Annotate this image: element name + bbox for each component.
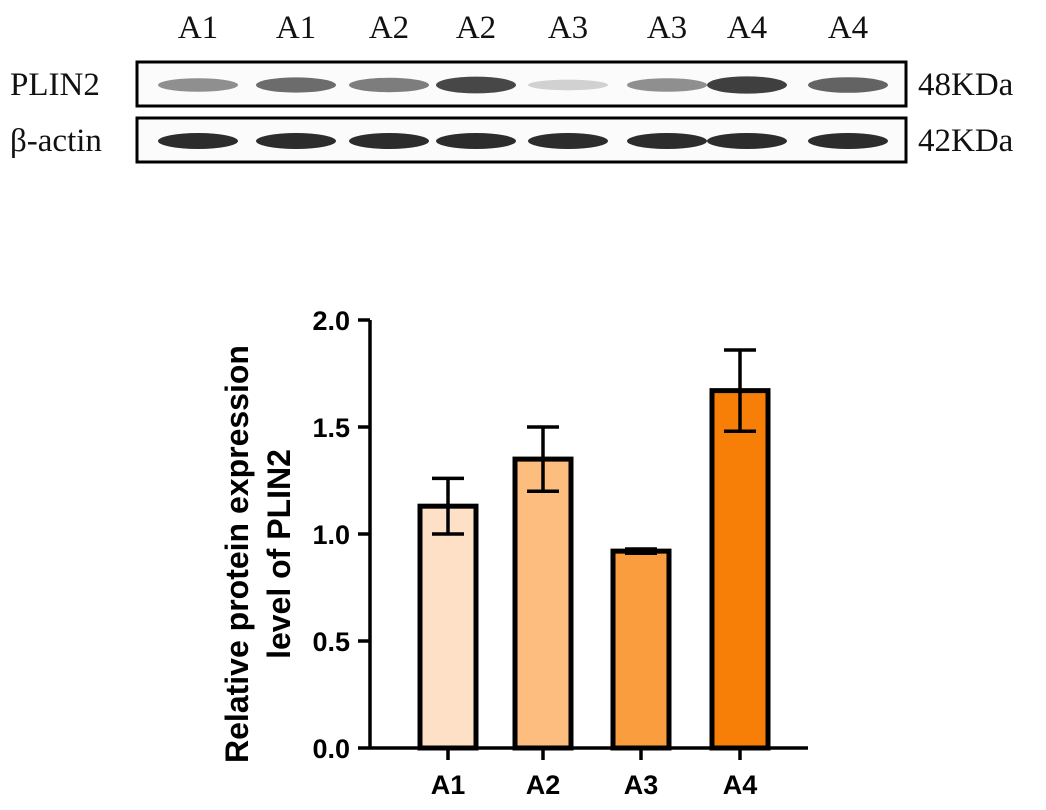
- blot-band: [627, 78, 707, 92]
- lane-label: A4: [727, 10, 767, 46]
- blot-band: [349, 77, 429, 93]
- blot-band: [707, 76, 787, 94]
- bar: [709, 388, 771, 751]
- blot-row: β-actin 42KDa: [10, 116, 1014, 164]
- blot-band: [158, 78, 238, 92]
- blot-frame: [135, 60, 908, 108]
- blot-band: [256, 77, 336, 93]
- molecular-weight-label: 42KDa: [918, 123, 1014, 159]
- x-tick-label: A4: [723, 770, 758, 800]
- protein-label: PLIN2: [10, 67, 100, 103]
- blot-band: [158, 133, 238, 149]
- y-axis-title-line: Relative protein expression: [219, 345, 255, 763]
- molecular-weight-label: 48KDa: [918, 67, 1014, 103]
- blot-band: [528, 79, 608, 91]
- lane-label: A1: [276, 10, 316, 46]
- y-tick-label: 1.5: [312, 413, 350, 443]
- blot-band: [436, 133, 516, 149]
- western-blot: A1 A1 A2 A2 A3 A3 A4 A4 PLIN2 48KDa β-actin 42KDa: [10, 10, 1014, 164]
- x-tick-label: A2: [526, 770, 561, 800]
- y-tick-label: 1.0: [312, 520, 350, 550]
- blot-band: [256, 133, 336, 149]
- bar: [417, 503, 479, 751]
- y-axis: 0.0 0.5 1.0 1.5 2.0: [312, 306, 372, 764]
- lane-label: A3: [548, 10, 588, 46]
- lane-label: A2: [456, 10, 496, 46]
- lane-label: A4: [828, 10, 868, 46]
- x-tick-label: A1: [431, 770, 466, 800]
- blot-band: [349, 133, 429, 149]
- y-tick-label: 2.0: [312, 306, 350, 336]
- y-axis-label: Relative protein expression level of PLIN…: [219, 345, 297, 763]
- bars: [417, 348, 771, 751]
- y-axis-title-line: level of PLIN2: [261, 449, 297, 659]
- blot-band: [436, 76, 516, 94]
- x-tick-label: A3: [624, 770, 659, 800]
- blot-band: [528, 133, 608, 149]
- blot-band: [808, 77, 888, 93]
- y-tick-label: 0.0: [312, 734, 350, 764]
- lane-label: A1: [178, 10, 218, 46]
- blot-frame: [135, 116, 908, 164]
- blot-band: [808, 133, 888, 149]
- blot-rows: PLIN2 48KDa β-actin 42KDa: [10, 60, 1014, 164]
- lane-label: A2: [369, 10, 409, 46]
- lane-labels: A1 A1 A2 A2 A3 A3 A4 A4: [178, 10, 868, 46]
- blot-band: [707, 133, 787, 149]
- bar: [512, 456, 574, 751]
- blot-row: PLIN2 48KDa: [10, 60, 1014, 108]
- bar-chart: Relative protein expression level of PLIN…: [219, 306, 808, 800]
- protein-label: β-actin: [10, 123, 102, 159]
- bar: [610, 548, 672, 751]
- x-axis: A1 A2 A3 A4: [370, 746, 808, 800]
- y-tick-label: 0.5: [312, 627, 350, 657]
- lane-label: A3: [647, 10, 687, 46]
- blot-band: [627, 133, 707, 149]
